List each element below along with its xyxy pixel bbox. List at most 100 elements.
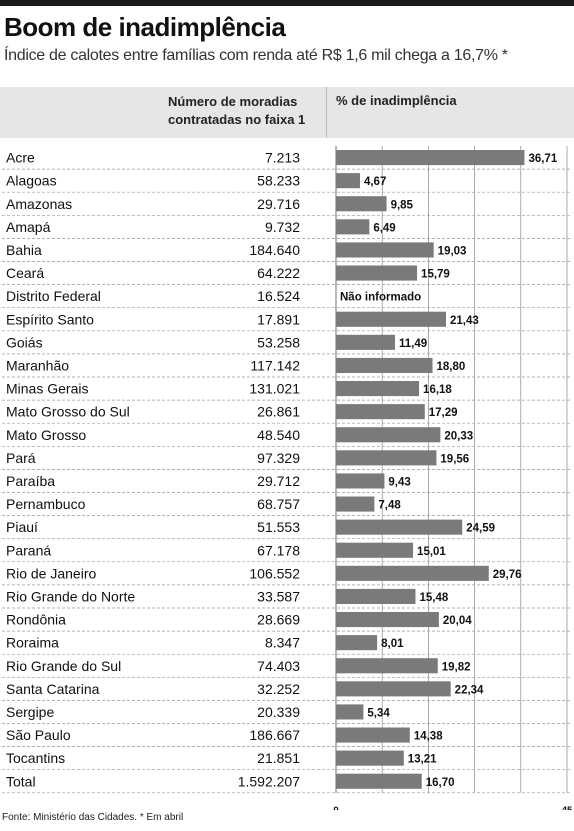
row-moradias: 64.222 (257, 265, 300, 281)
value-label: 15,01 (417, 546, 446, 558)
source-note: Fonte: Ministério das Cidades. * Em abri… (2, 812, 184, 823)
bar (336, 427, 441, 443)
row-moradias: 9.732 (265, 219, 300, 235)
row-label: Amapá (6, 219, 51, 235)
value-label: 5,34 (367, 707, 390, 719)
row-moradias: 58.233 (257, 173, 300, 189)
chart-subtitle: Índice de calotes entre famílias com ren… (4, 47, 508, 64)
row-label: Rondônia (6, 612, 66, 628)
row-label: Mato Grosso (6, 427, 86, 443)
row-label: Distrito Federal (6, 288, 101, 304)
value-label: 7,48 (378, 500, 401, 512)
row-moradias: 21.851 (257, 750, 300, 766)
bar (336, 404, 425, 420)
bar (336, 588, 416, 604)
row-label: Rio de Janeiro (6, 565, 96, 581)
bar (336, 150, 525, 166)
row-moradias: 7.213 (265, 150, 300, 166)
row-label: Sergipe (6, 704, 54, 720)
row-label: Minas Gerais (6, 381, 88, 397)
row-label: São Paulo (6, 727, 71, 743)
row-label: Total (6, 773, 36, 789)
column-header-number-line-2: contratadas no faixa 1 (168, 112, 306, 127)
row-moradias: 131.021 (249, 381, 300, 397)
bar (336, 658, 438, 674)
bar (336, 219, 370, 235)
value-label: 36,71 (528, 153, 557, 165)
row-label: Santa Catarina (6, 681, 100, 697)
value-label: 20,33 (444, 430, 473, 442)
row-moradias: 186.667 (249, 727, 300, 743)
row-moradias: 106.552 (249, 565, 300, 581)
row-moradias: 51.553 (257, 519, 300, 535)
top-rule (0, 0, 574, 6)
value-label: 19,56 (440, 453, 469, 465)
value-label: 16,18 (423, 384, 452, 396)
bar (336, 357, 433, 373)
row-moradias: 68.757 (257, 496, 300, 512)
bar (336, 450, 437, 466)
row-moradias: 28.669 (257, 612, 300, 628)
bar (336, 196, 387, 212)
chart-title: Boom de inadimplência (4, 12, 286, 42)
row-label: Paraíba (6, 473, 55, 489)
row-moradias: 67.178 (257, 542, 300, 558)
row-moradias: 17.891 (257, 311, 300, 327)
row-moradias: 74.403 (257, 658, 300, 674)
value-label: 6,49 (373, 222, 395, 234)
row-moradias: 26.861 (257, 404, 300, 420)
value-label: 29,76 (493, 569, 522, 581)
bar (336, 704, 364, 720)
row-label: Paraná (6, 542, 51, 558)
row-label: Pará (6, 450, 36, 466)
row-label: Rio Grande do Sul (6, 658, 121, 674)
row-label: Acre (6, 150, 35, 166)
row-moradias: 16.524 (257, 288, 300, 304)
bar (336, 473, 385, 489)
bar (336, 681, 451, 697)
value-label: 14,38 (414, 731, 443, 743)
bar (336, 242, 434, 258)
column-header-band (0, 87, 574, 138)
row-moradias: 8.347 (265, 635, 300, 651)
column-header-number-line-1: Número de moradias (168, 94, 298, 109)
bar (336, 750, 404, 766)
row-label: Espírito Santo (6, 311, 94, 327)
value-label: 9,43 (388, 476, 410, 488)
value-label: 17,29 (429, 407, 458, 419)
value-label: 16,70 (426, 777, 455, 789)
value-label: 11,49 (399, 338, 427, 350)
value-label: 24,59 (466, 523, 495, 535)
value-label: 8,01 (381, 638, 404, 650)
bar (336, 565, 489, 581)
row-label: Piauí (6, 519, 38, 535)
row-label: Mato Grosso do Sul (6, 404, 130, 420)
bar (336, 635, 378, 651)
row-label: Rio Grande do Norte (6, 588, 135, 604)
bar (336, 381, 420, 397)
row-label: Bahia (6, 242, 42, 258)
row-moradias: 184.640 (249, 242, 300, 258)
value-label: 20,04 (443, 615, 472, 627)
value-label: 13,21 (408, 754, 437, 766)
row-moradias: 1.592.207 (238, 773, 300, 789)
bar (336, 773, 422, 789)
value-label: 21,43 (450, 315, 479, 327)
bar (336, 173, 360, 189)
row-label: Ceará (6, 265, 44, 281)
bar (336, 542, 414, 558)
row-label: Alagoas (6, 173, 57, 189)
row-label: Amazonas (6, 196, 72, 212)
value-label: 19,82 (442, 661, 471, 673)
bar (336, 265, 418, 281)
bar (336, 334, 395, 350)
x-tick-label: 45 (562, 805, 573, 810)
row-label: Maranhão (6, 357, 69, 373)
row-label: Roraima (6, 635, 59, 651)
value-label-missing: Não informado (340, 292, 421, 304)
bar (336, 311, 447, 327)
header-divider (326, 87, 327, 138)
row-label: Goiás (6, 334, 43, 350)
value-label: 15,48 (419, 592, 448, 604)
bar (336, 519, 463, 535)
